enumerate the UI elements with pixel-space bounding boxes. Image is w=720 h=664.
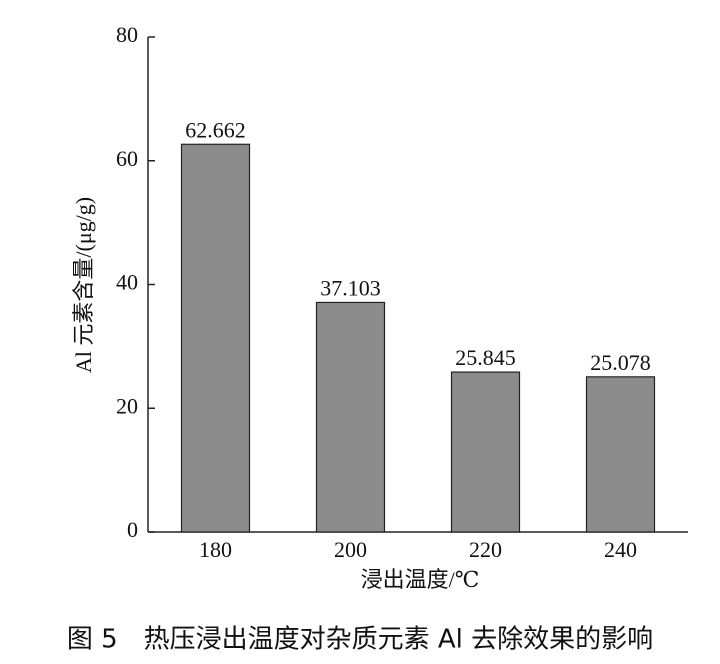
y-axis-label: Al 元素含量/(μg/g) xyxy=(71,197,96,373)
caption: 图 5 热压浸出温度对杂质元素 Al 去除效果的影响 xyxy=(67,625,653,655)
y-tick-label: 60 xyxy=(116,146,138,171)
x-tick-label: 220 xyxy=(469,537,502,562)
y-tick-label: 0 xyxy=(127,517,138,542)
x-tick-label: 180 xyxy=(199,537,232,562)
bar xyxy=(180,143,251,533)
x-tick-label: 200 xyxy=(334,537,367,562)
x-tick-label: 240 xyxy=(604,537,637,562)
value-label: 25.078 xyxy=(590,350,651,375)
bar xyxy=(585,376,656,533)
bar xyxy=(450,371,521,533)
value-label: 25.845 xyxy=(455,345,516,370)
y-tick-label: 40 xyxy=(116,270,138,295)
value-label: 62.662 xyxy=(185,117,246,142)
y-tick-label: 80 xyxy=(116,22,138,47)
y-tick-label: 20 xyxy=(116,393,138,418)
bar xyxy=(315,301,386,533)
value-label: 37.103 xyxy=(320,275,381,300)
x-axis-label: 浸出温度/℃ xyxy=(361,567,480,592)
